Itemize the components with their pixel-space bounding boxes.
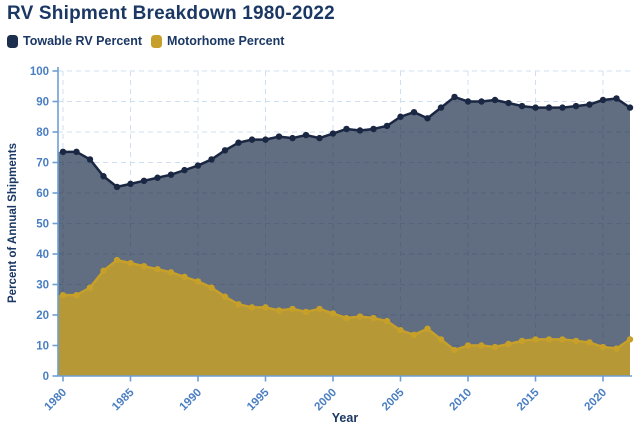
rv-breakdown-chart[interactable]: 0 10 20 30 40 50 60 70 80 90 100 1980 1985 1990 1995 20… [0, 60, 640, 435]
towable-points [59, 93, 634, 191]
y-tick-labels: 0 10 20 30 40 50 60 70 80 90 100 [30, 66, 49, 383]
motorhome-points [59, 256, 634, 354]
axes [52, 67, 632, 382]
legend-item-towable[interactable]: Towable RV Percent [7, 34, 142, 48]
svg-text:60: 60 [36, 188, 49, 200]
svg-text:80: 80 [36, 127, 49, 139]
svg-text:2015: 2015 [515, 386, 542, 413]
svg-text:70: 70 [36, 158, 49, 170]
towable-legend-swatch [7, 34, 18, 48]
legend: Towable RV Percent Motorhome Percent [7, 34, 284, 48]
svg-text:30: 30 [36, 280, 49, 292]
svg-text:2020: 2020 [583, 387, 610, 414]
motorhome-legend-label: Motorhome Percent [167, 34, 285, 48]
svg-text:10: 10 [36, 341, 49, 353]
svg-text:90: 90 [36, 97, 49, 109]
x-tick-labels: 1980 1985 1990 1995 2000 2005 2010 2015 2020 [43, 386, 610, 413]
towable-legend-label: Towable RV Percent [23, 34, 143, 48]
x-axis-label: Year [332, 411, 359, 425]
legend-item-motorhome[interactable]: Motorhome Percent [151, 34, 284, 48]
svg-text:1995: 1995 [245, 386, 272, 413]
motorhome-legend-swatch [151, 34, 163, 48]
page-title: RV Shipment Breakdown 1980-2022 [7, 3, 335, 24]
svg-text:2010: 2010 [448, 387, 475, 414]
svg-text:20: 20 [36, 310, 49, 322]
svg-text:1980: 1980 [43, 387, 70, 414]
svg-text:1990: 1990 [178, 387, 205, 414]
y-axis-label: Percent of Annual Shipments [7, 143, 19, 303]
svg-text:0: 0 [43, 371, 49, 383]
svg-text:2005: 2005 [380, 386, 407, 413]
svg-text:1985: 1985 [110, 386, 137, 413]
svg-text:2000: 2000 [313, 387, 340, 414]
svg-text:40: 40 [36, 249, 49, 261]
svg-text:50: 50 [36, 219, 49, 231]
svg-text:100: 100 [30, 66, 49, 78]
